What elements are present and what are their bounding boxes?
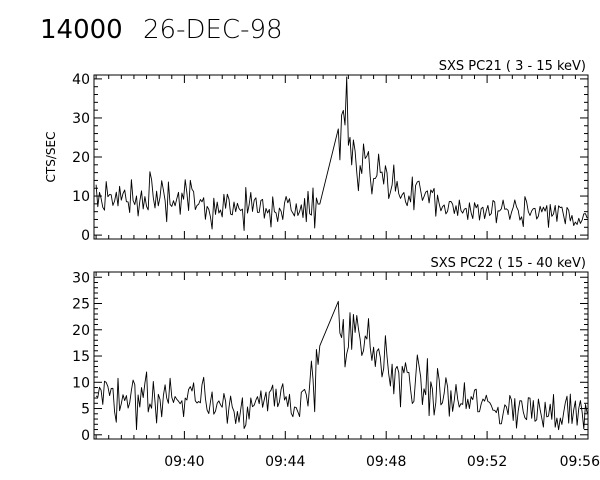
count-rate-series-line (95, 300, 588, 431)
count-rate-series-line (95, 76, 588, 231)
panel-title: SXS PC22 ( 15 - 40 keV) (430, 256, 586, 271)
panel-title: SXS PC21 ( 3 - 15 keV) (439, 59, 586, 74)
pc22-panel: SXS PC22 ( 15 - 40 keV) 0 5 10 15 20 25 30 09:40… (72, 256, 600, 470)
y-axis-label: CTS/SEC (44, 132, 58, 183)
y-tick-label: 10 (72, 189, 90, 205)
observation-id: 14000 (40, 15, 123, 45)
y-tick-label: 30 (72, 270, 90, 286)
y-tick-label: 20 (72, 150, 90, 166)
plot-frame (93, 271, 589, 440)
observation-date: 26-DEC-98 (143, 15, 283, 45)
y-tick-label: 25 (72, 297, 90, 313)
x-tick-label: 09:52 (467, 454, 507, 470)
y-tick-label: 10 (72, 375, 90, 391)
y-tick-label: 0 (81, 428, 90, 444)
pc21-panel: SXS PC21 ( 3 - 15 keV) CTS/SEC 0 10 20 30 40 (44, 59, 589, 244)
y-tick-label: 30 (72, 111, 90, 127)
y-tick-label: 20 (72, 323, 90, 339)
x-tick-label: 09:40 (164, 454, 204, 470)
y-tick-label: 40 (72, 72, 90, 88)
y-tick-label: 0 (81, 228, 90, 244)
x-tick-label: 09:48 (366, 454, 406, 470)
y-tick-label: 5 (81, 402, 90, 418)
x-tick-label: 09:56 (560, 454, 600, 470)
x-tick-label: 09:44 (265, 454, 305, 470)
y-tick-label: 15 (72, 349, 90, 365)
